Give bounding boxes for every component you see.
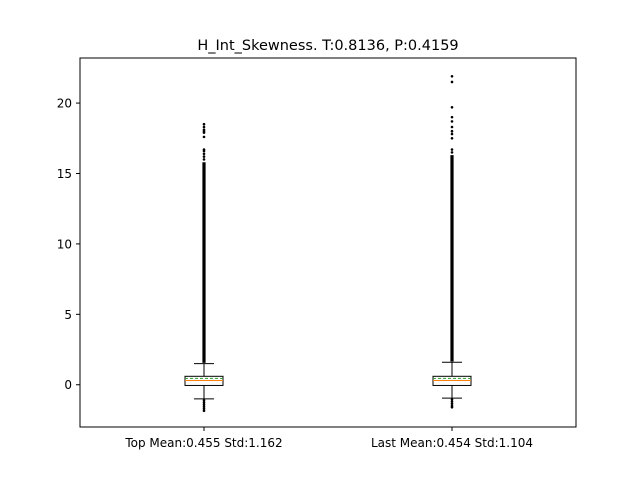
flier-point (450, 398, 454, 401)
flier-point (202, 158, 206, 161)
flier-point (202, 409, 206, 413)
flier-point (202, 128, 206, 132)
flier-point (450, 129, 454, 133)
flier-point (450, 148, 454, 151)
plot-area: 0 5 10 15 20 (57, 57, 577, 431)
flier-point (202, 152, 206, 156)
flier-point (202, 122, 206, 126)
flier-point (450, 402, 454, 406)
flier-point (202, 403, 206, 406)
flier-point (450, 132, 454, 136)
flier-point (202, 401, 206, 404)
flier-point (450, 400, 454, 403)
x-tick-label-top: Top Mean:0.455 Std:1.162 (124, 436, 282, 450)
flier-point (202, 405, 206, 408)
x-tick-label-last: Last Mean:0.454 Std:1.104 (371, 436, 533, 450)
flier-point (450, 136, 454, 140)
axes-frame (79, 57, 577, 428)
flier-point (202, 398, 206, 402)
flier-point (202, 135, 206, 139)
flier-point (202, 155, 206, 158)
flier-point (202, 125, 206, 129)
flier-point (450, 405, 454, 409)
flier-point (202, 148, 206, 151)
y-tick-label: 0 (64, 378, 72, 392)
flier-point (450, 105, 454, 109)
flier-point (450, 120, 454, 123)
y-tick-label: 10 (57, 237, 72, 251)
flier-point (450, 115, 454, 119)
flier-point (450, 125, 454, 129)
chart-title: H_Int_Skewness. T:0.8136, P:0.4159 (197, 38, 458, 54)
y-tick-label: 15 (57, 167, 72, 181)
flier-point (450, 151, 454, 154)
flier-point (450, 80, 454, 84)
y-tick-label: 5 (64, 308, 72, 322)
flier-point (202, 407, 206, 410)
flier-point (450, 75, 454, 78)
y-tick-label: 20 (57, 97, 72, 111)
